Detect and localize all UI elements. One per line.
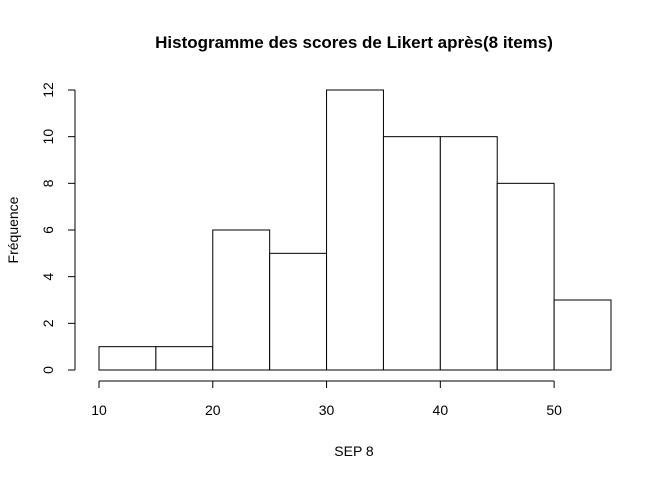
x-tick-label: 40 xyxy=(433,402,449,418)
histogram-bar xyxy=(382,136,441,371)
y-tick-label: 10 xyxy=(40,129,56,145)
chart-title: Histogramme des scores de Likert après(8… xyxy=(155,33,553,52)
histogram-bar xyxy=(496,182,555,371)
y-tick-label: 12 xyxy=(40,82,56,98)
y-axis-label: Fréquence xyxy=(5,196,21,263)
histogram-bar xyxy=(98,346,157,371)
histogram-bar xyxy=(439,136,498,371)
histogram-bar xyxy=(326,89,384,371)
x-axis: 10 20 30 40 50 xyxy=(91,380,562,418)
y-tick-label: 0 xyxy=(40,366,56,374)
histogram-bar xyxy=(553,299,612,371)
y-tick-label: 2 xyxy=(40,319,56,327)
histogram-bar xyxy=(269,252,328,371)
x-tick-label: 30 xyxy=(319,402,335,418)
x-tick-label: 50 xyxy=(546,402,562,418)
histogram-bar xyxy=(212,229,271,371)
histogram-bar xyxy=(155,346,214,371)
x-tick-label: 10 xyxy=(91,402,107,418)
y-tick-label: 6 xyxy=(40,226,56,234)
x-axis-label: SEP 8 xyxy=(334,443,374,459)
y-tick-label: 8 xyxy=(40,179,56,187)
y-tick-label: 4 xyxy=(40,273,56,281)
y-axis: 0 2 4 6 8 10 12 xyxy=(40,82,76,374)
bars-group xyxy=(98,89,612,371)
x-tick-label: 20 xyxy=(205,402,221,418)
